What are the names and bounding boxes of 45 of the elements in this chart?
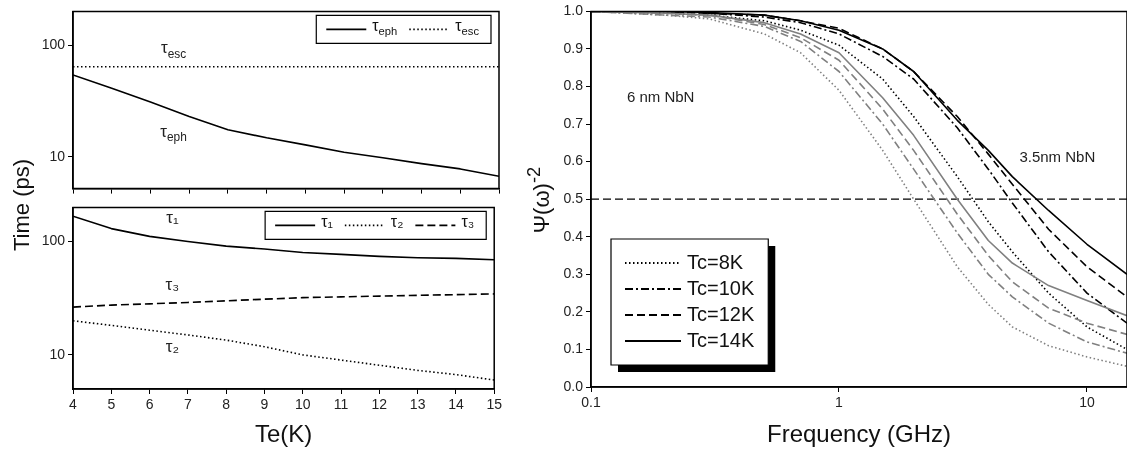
x-tick-label: 10 <box>294 396 311 413</box>
y-tick-label: 0.7 <box>563 114 584 131</box>
x-tick-label: 4 <box>69 396 78 413</box>
annotation: τ₃ <box>165 275 180 295</box>
legend-label: Tc=14K <box>687 328 755 351</box>
x-axis-title: Frequency (GHz) <box>766 420 952 448</box>
y-tick-label: 0.8 <box>563 77 584 94</box>
annotation: τ₂ <box>165 336 180 356</box>
y-tick-label: 0.5 <box>563 190 584 207</box>
y-tick-label: 0.0 <box>563 377 584 394</box>
x-tick-label: 5 <box>107 396 116 413</box>
x-tick-label: 11 <box>333 396 349 413</box>
y-tick-label: 100 <box>41 35 66 52</box>
x-tick-label: 15 <box>486 396 503 413</box>
x-tick-label: 14 <box>448 396 464 413</box>
x-tick-label: 1 <box>835 394 844 411</box>
y-tick-label: 0.4 <box>563 227 584 244</box>
x-tick-label: 6 <box>145 396 154 413</box>
y-tick-label: 100 <box>41 232 66 249</box>
annotation: 6 nm NbN <box>626 87 695 105</box>
y-tick-label: 0.3 <box>563 265 584 282</box>
annotation: τ₁ <box>166 207 179 227</box>
y-tick-label: 0.9 <box>563 39 584 56</box>
legend-label: Tc=8K <box>687 250 744 273</box>
x-tick-label: 0.1 <box>581 394 601 411</box>
x-tick-label: 8 <box>222 396 231 413</box>
legend-label: Tc=10K <box>687 276 755 299</box>
legend-label: τ₃ <box>461 212 475 230</box>
legend-label: Tc=12K <box>687 302 755 325</box>
y-tick-label: 10 <box>49 345 66 362</box>
x-tick-label: 10 <box>1079 394 1095 411</box>
y-tick-label: 0.2 <box>563 302 584 319</box>
y-tick-label: 0.6 <box>563 152 584 169</box>
y-tick-label: 10 <box>49 147 66 164</box>
legend-label: τ₂ <box>390 212 404 230</box>
x-tick-label: 13 <box>409 396 426 413</box>
y-tick-label: 0.1 <box>563 340 584 357</box>
x-axis-title: Te(K) <box>254 420 313 448</box>
x-tick-label: 12 <box>371 396 388 413</box>
legend-label: τ₁ <box>321 212 333 230</box>
annotation: 3.5nm NbN <box>1019 148 1096 166</box>
x-tick-label: 7 <box>183 396 192 413</box>
y-axis-title: Time (ps) <box>9 158 35 252</box>
x-tick-label: 9 <box>260 396 269 413</box>
y-tick-label: 1.0 <box>563 2 584 19</box>
